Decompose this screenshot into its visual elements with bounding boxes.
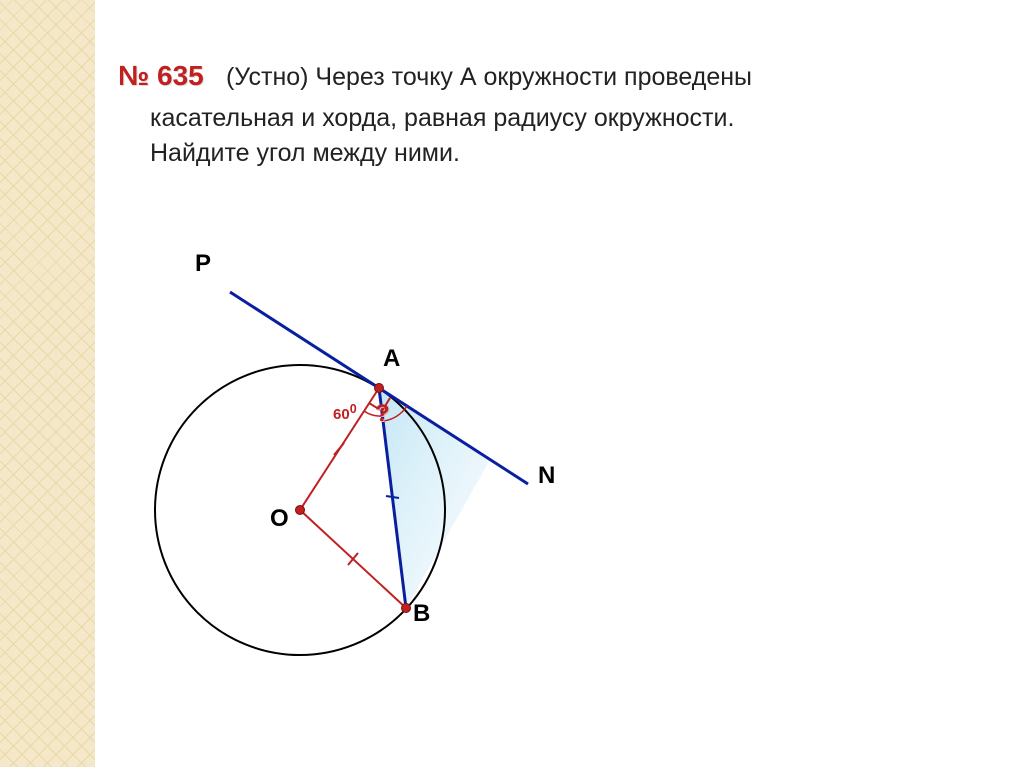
geometry-diagram: P A N B O 600 ? xyxy=(120,230,620,730)
label-O: O xyxy=(270,505,289,533)
problem-line2: касательная и хорда, равная радиусу окру… xyxy=(150,101,878,136)
tick-marks xyxy=(334,443,358,565)
point-A xyxy=(375,384,384,393)
problem-number: № 635 xyxy=(118,60,204,91)
label-N: N xyxy=(538,462,555,490)
point-O xyxy=(296,506,305,515)
problem-line1: (Устно) Через точку А окружности проведе… xyxy=(226,63,752,91)
point-B xyxy=(402,604,411,613)
label-P: P xyxy=(195,250,211,278)
problem-content: № 635 (Устно) Через точку А окружности п… xyxy=(118,60,878,171)
pattern-strip xyxy=(0,0,95,767)
problem-line3: Найдите угол между ними. xyxy=(150,136,878,171)
label-B: B xyxy=(413,600,430,628)
label-angle-60: 600 xyxy=(333,402,357,423)
label-A: A xyxy=(383,345,400,373)
label-question: ? xyxy=(375,400,390,428)
